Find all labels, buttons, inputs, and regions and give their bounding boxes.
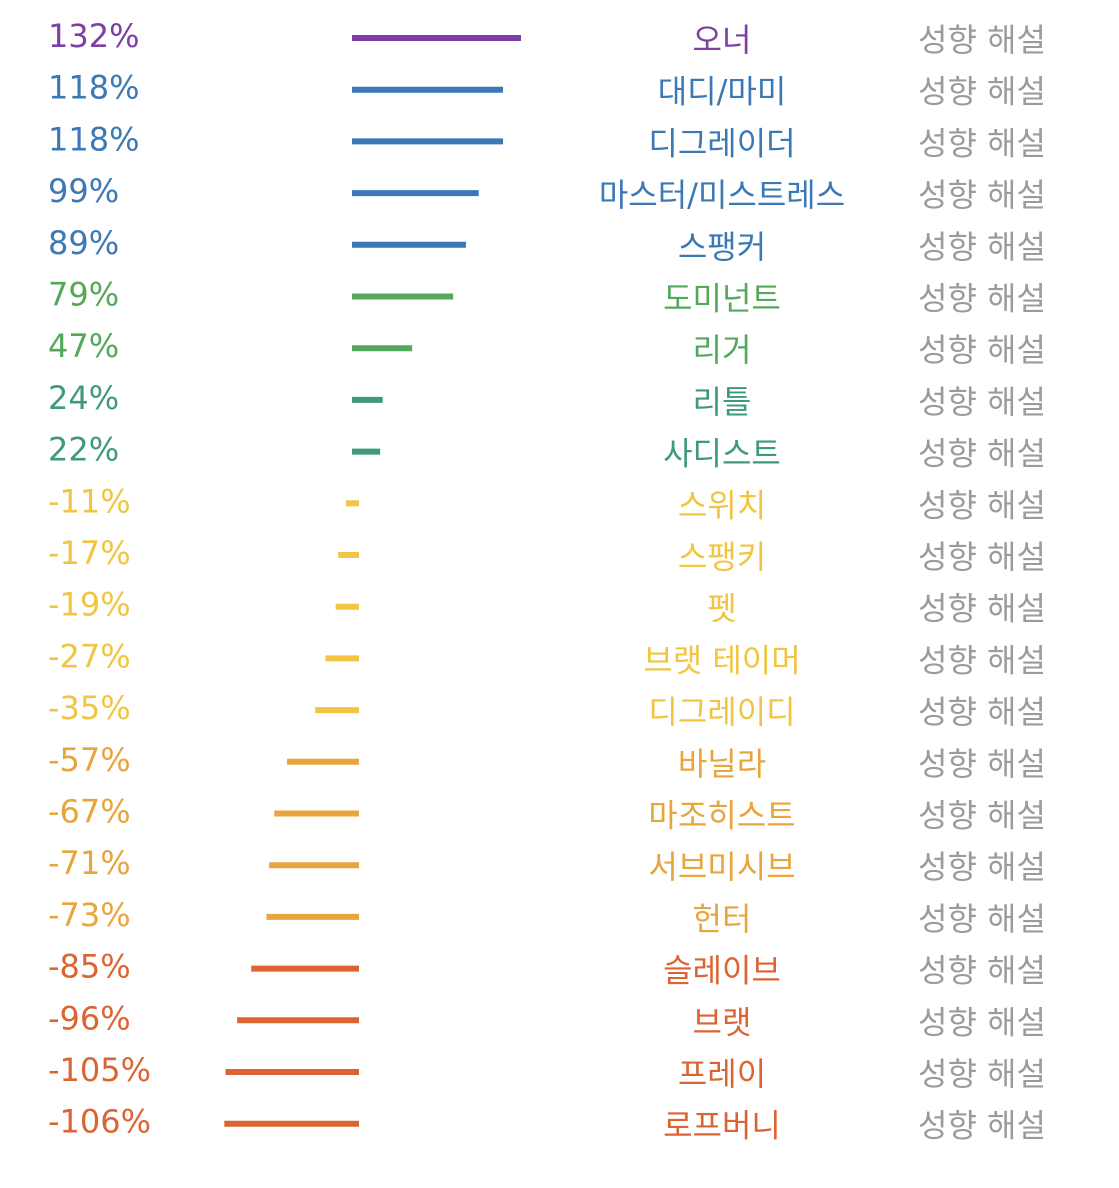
explanation-link[interactable]: 성향 해설 [918,900,1046,938]
chart-row: 89% 스팽커 성향 해설 [48,224,1046,266]
chart-row: -105% 프레이 성향 해설 [48,1051,1046,1093]
chart-row: -19% 펫 성향 해설 [48,586,1046,628]
percent-label: -57% [48,741,131,779]
category-label[interactable]: 리거 [693,331,752,369]
explanation-link[interactable]: 성향 해설 [918,280,1046,318]
explanation-link[interactable]: 성향 해설 [918,797,1046,835]
explanation-link[interactable]: 성향 해설 [918,228,1046,266]
percent-label: 118% [48,69,139,107]
category-label[interactable]: 대디/마미 [658,73,787,111]
chart-row: -57% 바닐라 성향 해설 [48,741,1046,783]
explanation-link[interactable]: 성향 해설 [918,1055,1046,1093]
explanation-link[interactable]: 성향 해설 [918,124,1046,162]
category-label[interactable]: 서브미시브 [648,848,795,886]
category-label[interactable]: 스팽커 [678,228,766,266]
chart-row: 99% 마스터/미스트레스 성향 해설 [48,172,1046,214]
percent-label: -96% [48,999,131,1037]
percent-label: 47% [48,327,119,365]
chart-row: -67% 마조히스트 성향 해설 [48,793,1046,835]
chart-row: 47% 리거 성향 해설 [48,327,1046,369]
category-label[interactable]: 오너 [693,21,752,59]
category-label[interactable]: 슬레이브 [663,952,781,990]
category-label[interactable]: 디그레이디 [648,693,795,731]
percent-label: -106% [48,1103,151,1141]
explanation-link[interactable]: 성향 해설 [918,745,1046,783]
percent-label: -67% [48,793,131,831]
category-label[interactable]: 디그레이더 [648,124,795,162]
category-label[interactable]: 마스터/미스트레스 [599,176,845,214]
explanation-link[interactable]: 성향 해설 [918,331,1046,369]
percent-label: -35% [48,689,131,727]
chart-row: -27% 브랫 테이머 성향 해설 [48,637,1046,679]
percent-label: 118% [48,120,139,158]
percent-label: -71% [48,844,131,882]
category-label[interactable]: 사디스트 [663,435,781,473]
explanation-link[interactable]: 성향 해설 [918,590,1046,628]
chart-row: 79% 도미넌트 성향 해설 [48,276,1046,318]
percent-label: -11% [48,482,131,520]
chart-row: 132% 오너 성향 해설 [48,17,1046,59]
chart-row: -96% 브랫 성향 해설 [48,999,1046,1041]
category-label[interactable]: 리틀 [693,383,752,421]
percent-label: 89% [48,224,119,262]
category-label[interactable]: 스팽키 [678,538,766,576]
percent-label: -17% [48,534,131,572]
explanation-link[interactable]: 성향 해설 [918,538,1046,576]
explanation-link[interactable]: 성향 해설 [918,1003,1046,1041]
explanation-link[interactable]: 성향 해설 [918,848,1046,886]
category-label[interactable]: 스위치 [678,486,766,524]
percent-label: -27% [48,637,131,675]
category-label[interactable]: 헌터 [693,900,752,938]
chart-row: -35% 디그레이디 성향 해설 [48,689,1046,731]
chart-row: 118% 대디/마미 성향 해설 [48,69,1046,111]
percent-label: -105% [48,1051,151,1089]
category-label[interactable]: 바닐라 [678,745,766,783]
percent-label: 22% [48,431,119,469]
percent-label: -85% [48,948,131,986]
percent-label: -73% [48,896,131,934]
chart-row: 118% 디그레이더 성향 해설 [48,120,1046,162]
category-label[interactable]: 펫 [707,590,736,628]
chart-row: 24% 리틀 성향 해설 [48,379,1046,421]
explanation-link[interactable]: 성향 해설 [918,952,1046,990]
chart-row: -73% 헌터 성향 해설 [48,896,1046,938]
explanation-link[interactable]: 성향 해설 [918,435,1046,473]
category-label[interactable]: 브랫 테이머 [643,641,800,679]
explanation-link[interactable]: 성향 해설 [918,1107,1046,1145]
chart-row: -71% 서브미시브 성향 해설 [48,844,1046,886]
percent-label: -19% [48,586,131,624]
percent-label: 132% [48,17,139,55]
category-label[interactable]: 도미넌트 [663,280,781,318]
chart-row: -85% 슬레이브 성향 해설 [48,948,1046,990]
chart-row: -106% 로프버니 성향 해설 [48,1103,1046,1145]
percent-label: 79% [48,276,119,314]
explanation-link[interactable]: 성향 해설 [918,693,1046,731]
category-label[interactable]: 브랫 [693,1003,752,1041]
chart-row: -17% 스팽키 성향 해설 [48,534,1046,576]
chart-row: 22% 사디스트 성향 해설 [48,431,1046,473]
explanation-link[interactable]: 성향 해설 [918,641,1046,679]
category-label[interactable]: 프레이 [678,1055,766,1093]
chart-row: -11% 스위치 성향 해설 [48,482,1046,524]
category-label[interactable]: 마조히스트 [648,797,795,835]
category-label[interactable]: 로프버니 [663,1107,781,1145]
explanation-link[interactable]: 성향 해설 [918,73,1046,111]
percent-label: 24% [48,379,119,417]
explanation-link[interactable]: 성향 해설 [918,486,1046,524]
explanation-link[interactable]: 성향 해설 [918,21,1046,59]
percent-label: 99% [48,172,119,210]
explanation-link[interactable]: 성향 해설 [918,176,1046,214]
explanation-link[interactable]: 성향 해설 [918,383,1046,421]
